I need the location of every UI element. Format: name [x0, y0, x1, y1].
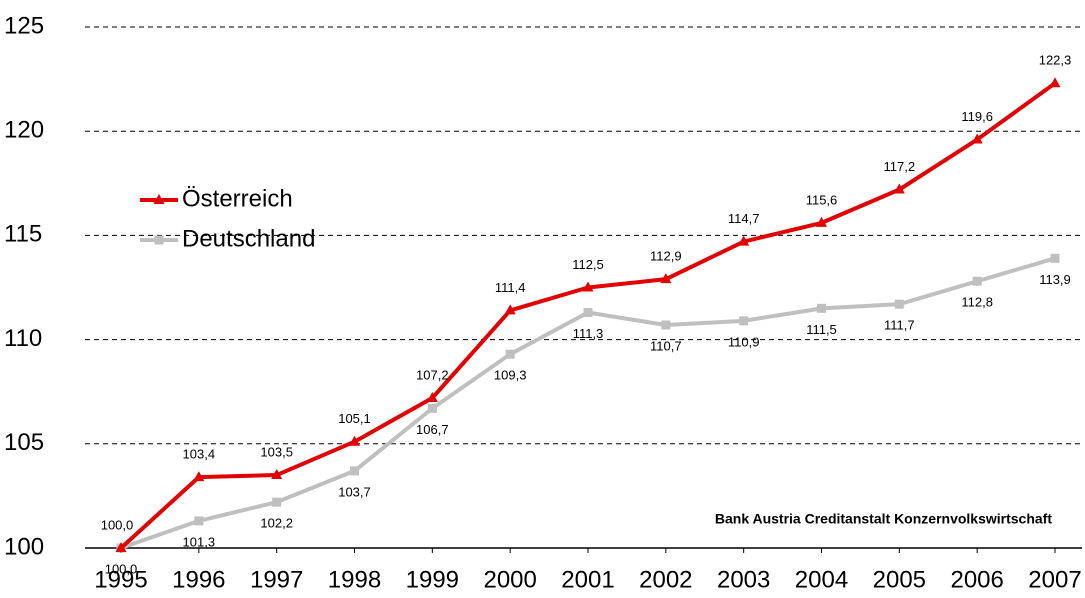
data-label: 113,9 — [1039, 272, 1071, 287]
marker — [816, 216, 827, 227]
y-tick-label: 115 — [4, 221, 42, 248]
data-label: 109,3 — [494, 368, 527, 383]
marker — [350, 466, 359, 476]
x-tick-label: 2002 — [639, 566, 692, 593]
marker — [582, 281, 594, 292]
data-label: 107,2 — [416, 367, 449, 382]
x-tick-label: 2000 — [483, 566, 536, 593]
data-label: 112,9 — [650, 249, 682, 264]
data-label: 119,6 — [961, 109, 993, 124]
marker — [349, 435, 360, 446]
marker — [427, 403, 437, 413]
marker — [972, 276, 982, 286]
data-label: 102,2 — [260, 516, 293, 531]
y-tick-label: 105 — [4, 429, 44, 456]
marker — [426, 391, 438, 402]
data-label: 115,6 — [806, 192, 838, 207]
annotation: Bank Austria Creditanstalt Konzernvolksw… — [715, 511, 1052, 527]
data-label: 117,2 — [884, 159, 916, 174]
x-tick-label: 2001 — [561, 566, 614, 593]
x-tick-label: 2004 — [795, 566, 848, 593]
data-label: 103,5 — [260, 444, 293, 459]
x-tick-label: 1996 — [172, 566, 225, 593]
data-label: 100,0 — [101, 517, 134, 532]
data-label: 112,5 — [572, 257, 604, 272]
series-line — [120, 256, 1056, 550]
data-label: 111,7 — [884, 318, 915, 333]
x-tick-label: 2005 — [873, 566, 926, 593]
x-tick-label: 2007 — [1028, 566, 1081, 593]
data-label: 110,7 — [650, 338, 682, 353]
marker — [660, 273, 672, 284]
y-tick-label: 125 — [4, 12, 44, 39]
marker — [115, 542, 127, 552]
y-tick-label: 110 — [4, 325, 42, 352]
x-tick-label: 1995 — [94, 566, 147, 593]
legend-label: Österreich — [182, 185, 293, 212]
data-label: 103,7 — [338, 484, 371, 499]
data-label: 103,4 — [183, 447, 216, 462]
marker — [893, 183, 905, 194]
x-tick-label: 1997 — [250, 566, 303, 593]
data-label: 114,7 — [728, 211, 760, 226]
data-label: 101,3 — [183, 534, 216, 549]
data-label: 105,1 — [338, 411, 371, 426]
marker — [583, 308, 593, 318]
x-tick-label: 2003 — [717, 566, 770, 593]
marker — [194, 516, 204, 526]
marker — [661, 320, 671, 330]
data-label: 111,5 — [806, 322, 837, 337]
data-label: 110,9 — [728, 334, 760, 349]
marker — [739, 316, 749, 326]
marker — [193, 471, 205, 482]
data-label: 106,7 — [416, 422, 449, 437]
x-tick-label: 1999 — [406, 566, 459, 593]
y-tick-label: 100 — [4, 533, 44, 560]
marker — [1050, 253, 1060, 263]
y-tick-label: 120 — [4, 117, 44, 144]
data-label: 100,0 — [105, 561, 138, 576]
marker — [1049, 77, 1061, 88]
legend-label: Deutschland — [182, 225, 315, 252]
marker — [971, 133, 983, 144]
data-label: 112,8 — [961, 295, 993, 310]
marker — [738, 235, 750, 246]
marker — [154, 235, 164, 245]
marker — [271, 469, 283, 480]
data-label: 111,4 — [495, 280, 526, 295]
marker — [153, 194, 165, 204]
marker — [505, 349, 515, 359]
data-label: 111,3 — [573, 326, 604, 341]
marker — [817, 303, 826, 313]
marker — [894, 299, 904, 309]
x-tick-label: 1998 — [328, 566, 381, 593]
data-label: 122,3 — [1039, 53, 1072, 68]
marker — [504, 304, 516, 315]
x-tick-label: 2006 — [950, 566, 1003, 593]
marker — [272, 497, 282, 507]
